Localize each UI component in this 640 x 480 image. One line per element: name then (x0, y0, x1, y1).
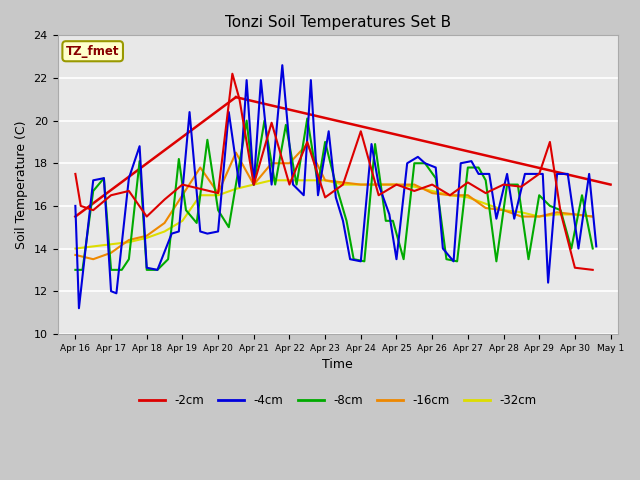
X-axis label: Time: Time (322, 358, 353, 371)
Title: Tonzi Soil Temperatures Set B: Tonzi Soil Temperatures Set B (225, 15, 451, 30)
Text: TZ_fmet: TZ_fmet (66, 45, 120, 58)
Y-axis label: Soil Temperature (C): Soil Temperature (C) (15, 120, 28, 249)
Legend: -2cm, -4cm, -8cm, -16cm, -32cm: -2cm, -4cm, -8cm, -16cm, -32cm (134, 389, 541, 411)
